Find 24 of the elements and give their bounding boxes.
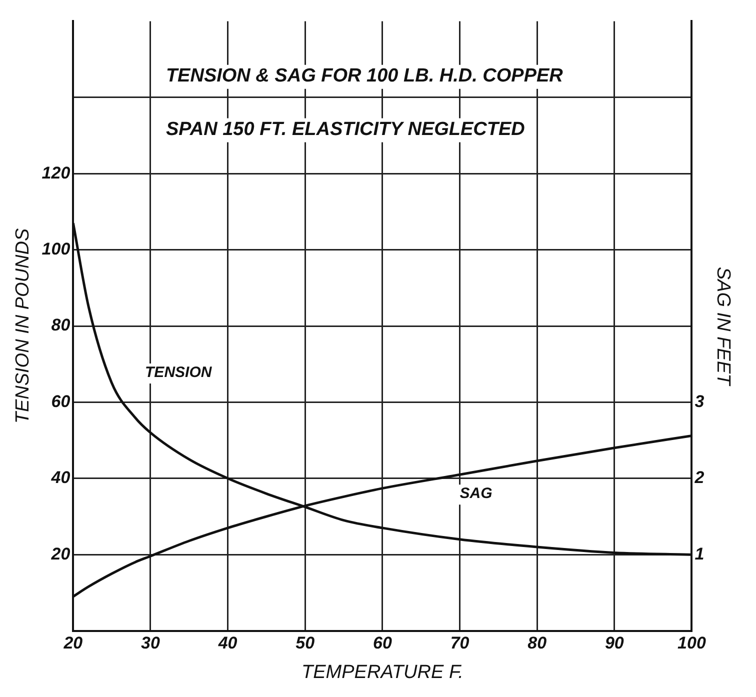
series-label: SAG: [460, 485, 493, 502]
x-tick-label: 90: [604, 634, 624, 653]
y-axis-title: TENSION IN POUNDS: [12, 228, 34, 424]
y-tick-label: 60: [51, 392, 71, 411]
y-tick-label: 80: [51, 316, 71, 335]
y-tick-label: 120: [42, 163, 71, 182]
text: SPAN 150 FT. ELASTICITY NEGLECTED: [166, 118, 526, 140]
x-tick-label: 70: [450, 634, 470, 653]
x-tick-label: 60: [372, 634, 392, 653]
y2-tick-label: 3: [694, 392, 705, 411]
y2-tick-label: 2: [694, 468, 705, 488]
y-tick-label: 20: [50, 544, 71, 564]
x-tick-label: 100: [678, 634, 706, 653]
x-tick-label: 80: [528, 634, 548, 653]
y-tick-label: 40: [50, 468, 71, 488]
text: TENSION: [145, 364, 213, 382]
x-tick-label: 50: [296, 634, 316, 653]
y2-tick-label: 1: [694, 544, 704, 564]
y2-axis-title: SAG IN FEET: [712, 266, 734, 387]
y-tick-label: 100: [42, 239, 71, 258]
x-tick-label: 30: [141, 634, 160, 653]
x-tick-label: 40: [217, 634, 238, 653]
text: TENSION & SAG FOR 100 LB. H.D. COPPER: [166, 66, 564, 87]
x-axis-title: TEMPERATURE F.: [302, 662, 464, 683]
